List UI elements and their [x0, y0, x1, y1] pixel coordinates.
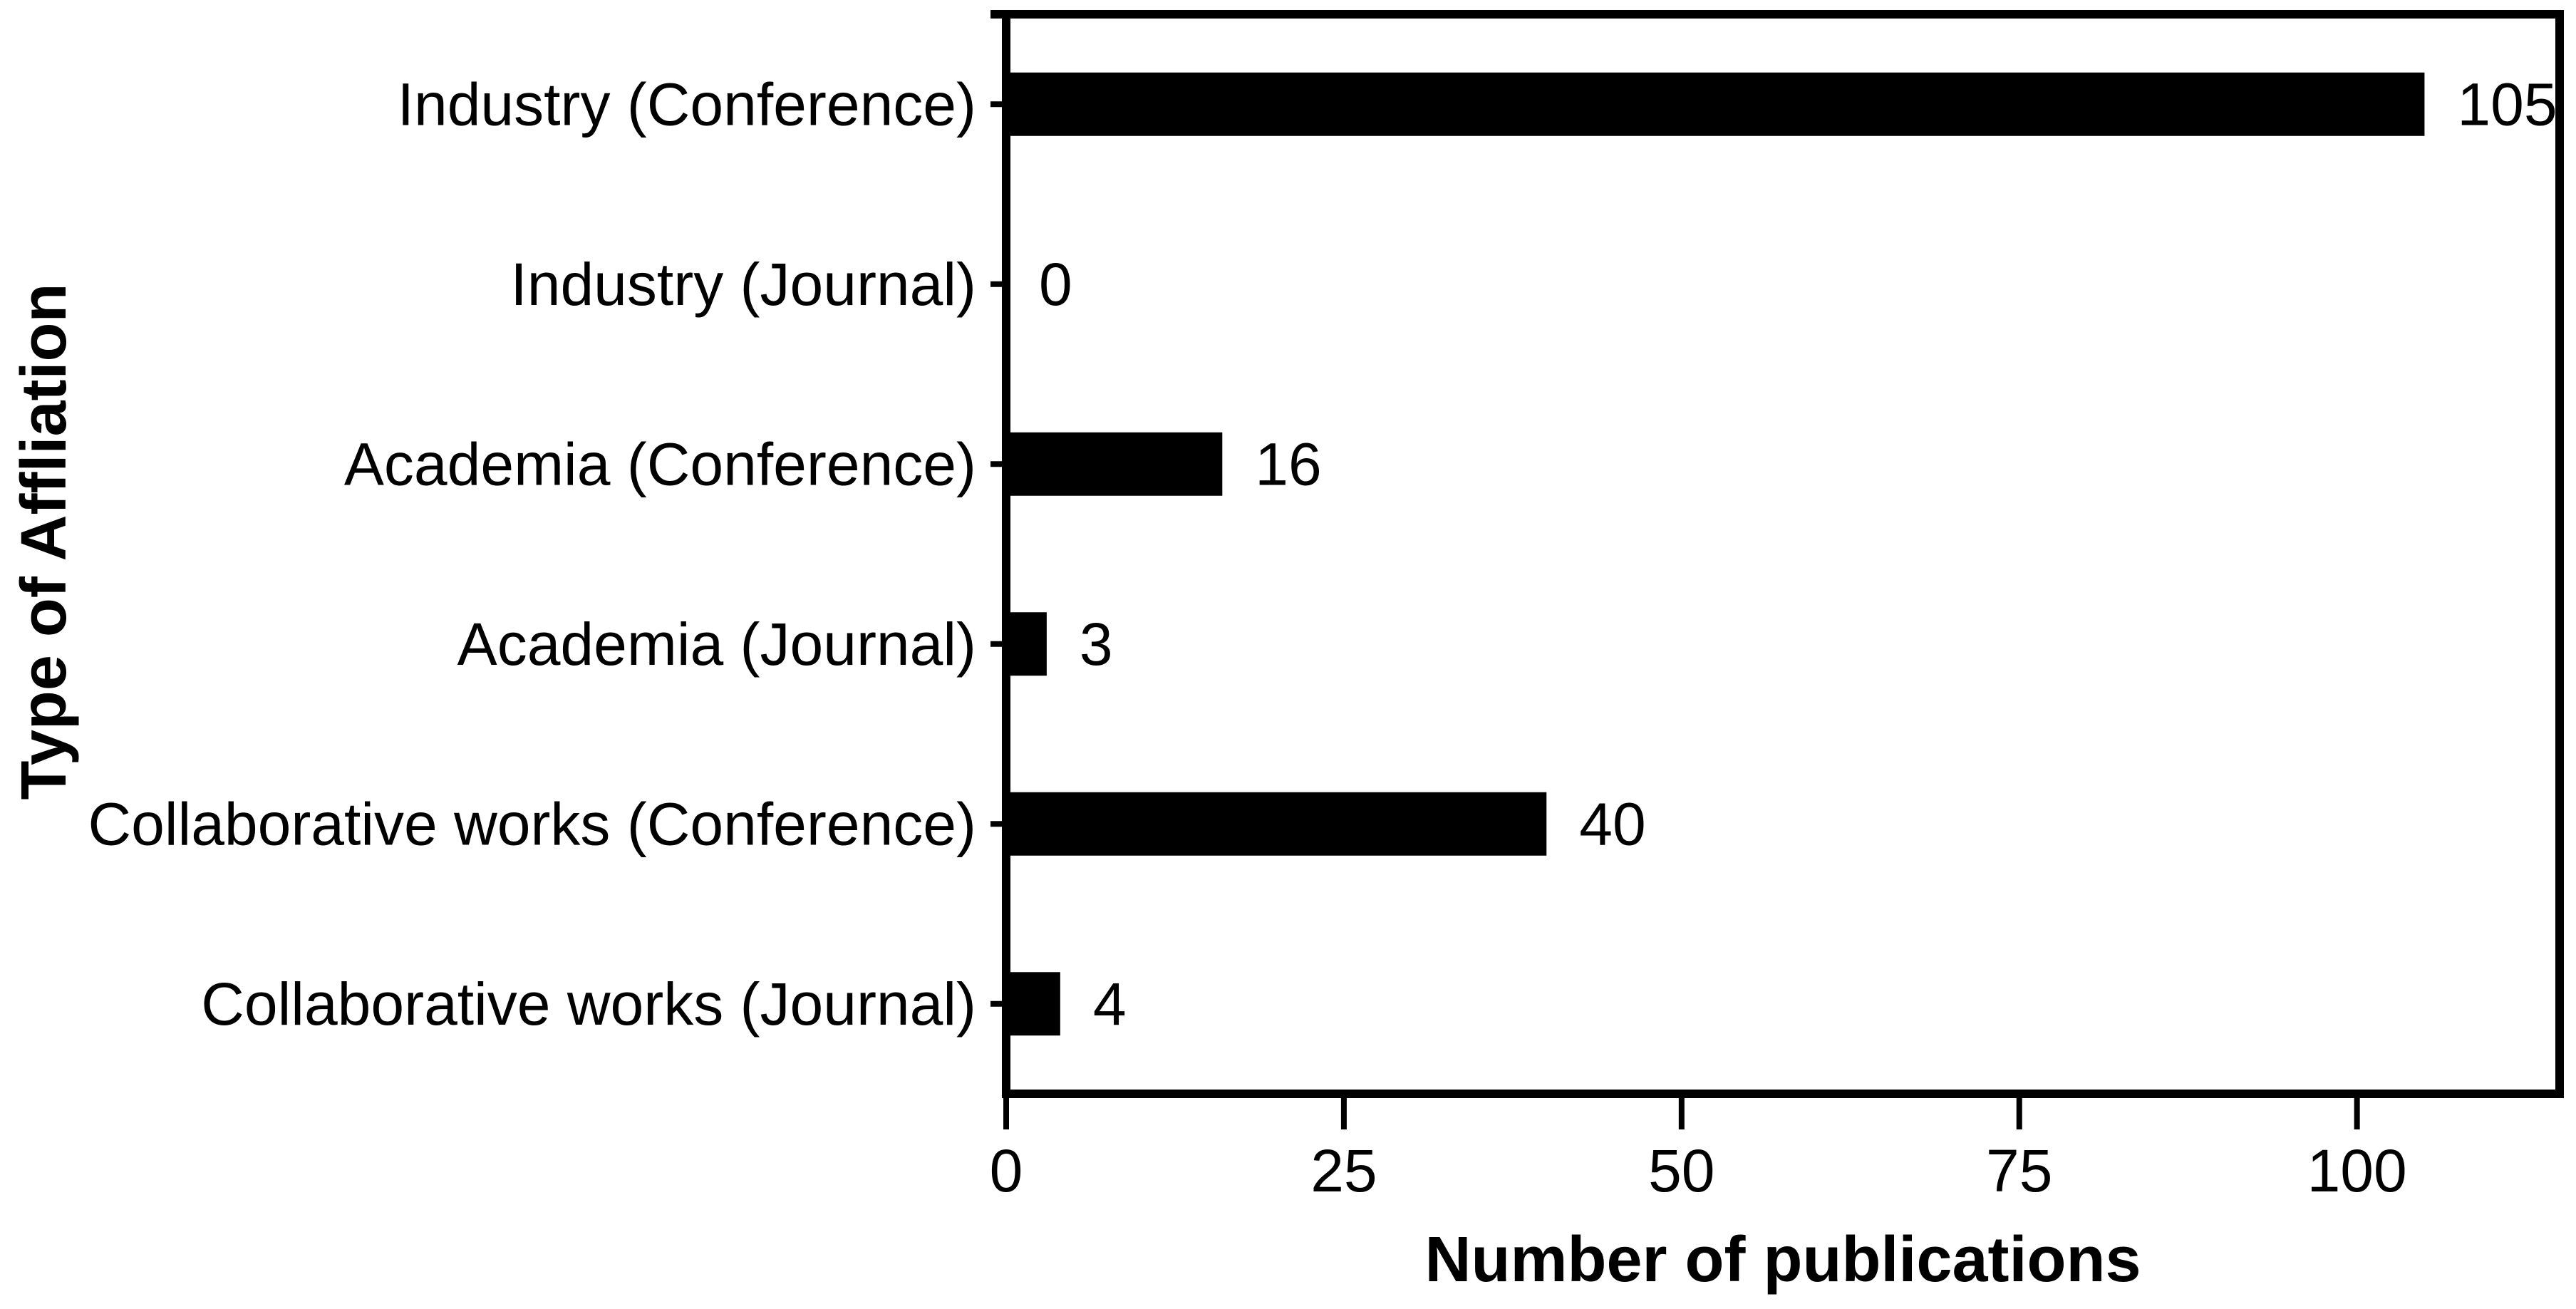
x-tick-label-25: 25 [1310, 1137, 1377, 1204]
value-label-collaborative-works-conference: 40 [1579, 790, 1645, 857]
category-label-industry-conference: Industry (Conference) [398, 71, 976, 138]
plot-area: Industry (Conference) 105 Industry (Journa… [88, 10, 2564, 1204]
bar-collaborative-works-conference [1006, 792, 1547, 856]
category-label-academia-conference: Academia (Conference) [344, 430, 976, 497]
x-tick-label-0: 0 [990, 1137, 1023, 1204]
value-label-academia-conference: 16 [1255, 430, 1321, 497]
value-label-industry-conference: 105 [2457, 71, 2557, 138]
value-label-academia-journal: 3 [1080, 611, 1113, 678]
x-tick-label-100: 100 [2307, 1137, 2407, 1204]
bar-industry-conference [1006, 72, 2425, 136]
x-tick-label-50: 50 [1648, 1137, 1714, 1204]
value-label-collaborative-works-journal: 4 [1093, 971, 1127, 1038]
category-label-industry-journal: Industry (Journal) [510, 251, 976, 318]
x-axis-title: Number of publications [1424, 1224, 2141, 1295]
value-label-industry-journal: 0 [1039, 251, 1072, 318]
x-tick-label-75: 75 [1986, 1137, 2052, 1204]
category-label-academia-journal: Academia (Journal) [457, 611, 976, 678]
bar-academia-journal [1006, 612, 1047, 676]
bar-academia-conference [1006, 432, 1223, 496]
y-axis-title: Type of Affliation [9, 284, 80, 800]
category-label-collaborative-works-journal: Collaborative works (Journal) [201, 971, 976, 1038]
bar-collaborative-works-journal [1006, 972, 1060, 1036]
category-label-collaborative-works-conference: Collaborative works (Conference) [88, 790, 976, 857]
plot-frame [1002, 10, 2564, 1098]
